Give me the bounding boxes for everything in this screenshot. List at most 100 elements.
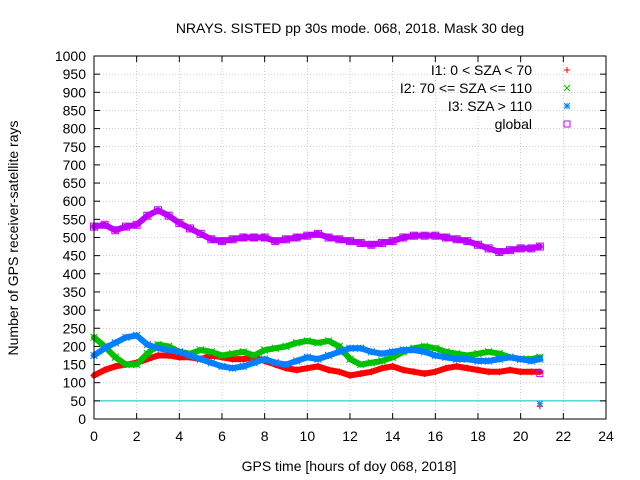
y-tick-label: 850 — [63, 102, 87, 118]
data-point — [367, 358, 376, 367]
data-point — [335, 235, 344, 244]
data-point — [431, 368, 439, 376]
data-point — [132, 220, 141, 229]
data-point — [260, 346, 269, 354]
data-point — [100, 220, 109, 229]
data-point — [431, 351, 440, 360]
data-point — [271, 344, 280, 353]
series-band — [91, 207, 543, 256]
data-point — [314, 362, 322, 370]
data-point — [271, 237, 280, 246]
data-point — [388, 347, 397, 356]
data-point — [164, 211, 173, 220]
data-point — [218, 351, 226, 360]
data-point — [463, 355, 472, 363]
legend: I1: 0 < SZA < 70 I2: 70 <= SZA <= 110 I3: … — [400, 62, 571, 132]
data-point — [474, 349, 482, 358]
data-point — [506, 366, 514, 374]
data-point — [228, 364, 237, 373]
data-point — [154, 344, 162, 353]
data-point — [207, 235, 216, 244]
data-point — [410, 368, 418, 376]
x-tick-label: 0 — [90, 428, 98, 444]
data-point — [207, 347, 216, 356]
data-point — [314, 338, 322, 347]
y-tick-label: 1000 — [55, 48, 86, 64]
data-point — [100, 344, 109, 353]
data-point — [474, 366, 482, 374]
data-point — [122, 222, 130, 231]
data-point — [378, 357, 386, 365]
y-tick-label: 700 — [63, 157, 87, 173]
x-tick-label: 6 — [218, 428, 226, 444]
data-point — [399, 233, 408, 242]
data-point — [207, 358, 216, 367]
data-point — [356, 344, 365, 353]
legend-label: global — [495, 116, 532, 132]
x-tick-label: 14 — [385, 428, 401, 444]
data-point — [282, 235, 290, 244]
legend-marker — [563, 84, 571, 92]
x-tick-label: 22 — [556, 428, 572, 444]
data-point — [132, 331, 141, 340]
data-point — [325, 366, 333, 374]
legend-label: I1: 0 < SZA < 70 — [431, 62, 532, 78]
y-tick-label: 100 — [63, 375, 87, 391]
data-point — [536, 368, 544, 376]
x-tick-label: 18 — [470, 428, 486, 444]
data-point — [442, 353, 450, 362]
data-point — [474, 357, 482, 365]
data-point — [527, 357, 536, 365]
x-tick-label: 2 — [133, 428, 141, 444]
data-point — [303, 231, 312, 240]
data-point — [175, 218, 184, 227]
data-point — [314, 355, 322, 363]
x-tick-label: 20 — [513, 428, 529, 444]
data-point — [186, 224, 194, 233]
end-point — [536, 400, 544, 408]
data-point — [293, 366, 301, 374]
legend-label: I3: SZA > 110 — [448, 98, 532, 114]
legend-marker — [564, 67, 570, 73]
y-tick-label: 950 — [63, 66, 87, 82]
data-point — [196, 346, 205, 354]
data-point — [239, 362, 248, 371]
legend-label: I2: 70 <= SZA <= 110 — [400, 80, 532, 96]
data-point — [239, 347, 248, 356]
end-point — [536, 370, 544, 378]
data-point — [196, 355, 205, 363]
data-point — [218, 362, 226, 371]
data-point — [260, 355, 269, 363]
y-tick-label: 450 — [63, 248, 87, 264]
data-point — [228, 235, 237, 244]
data-point — [111, 338, 120, 347]
data-point — [250, 233, 258, 242]
data-point — [143, 349, 152, 358]
data-point — [399, 366, 407, 374]
data-point — [474, 240, 482, 249]
data-point — [452, 235, 461, 244]
data-point — [442, 233, 450, 242]
data-point — [164, 346, 173, 354]
data-point — [535, 242, 544, 251]
data-point — [228, 349, 237, 358]
data-point — [410, 346, 418, 354]
y-tick-label: 250 — [63, 320, 87, 336]
y-tick-label: 200 — [63, 338, 87, 354]
x-tick-label: 24 — [598, 428, 614, 444]
data-point — [527, 368, 535, 376]
data-point — [346, 237, 354, 246]
data-point — [410, 231, 418, 240]
y-tick-label: 300 — [63, 302, 87, 318]
data-point — [143, 211, 152, 220]
series-1 — [90, 333, 544, 369]
y-tick-label: 600 — [63, 193, 87, 209]
data-point — [378, 349, 386, 358]
data-point — [399, 346, 408, 354]
data-point — [421, 370, 429, 378]
ticks — [93, 55, 607, 420]
data-point — [292, 233, 301, 242]
y-tick-label: 150 — [63, 357, 87, 373]
data-point — [485, 368, 493, 376]
data-point — [356, 238, 365, 247]
